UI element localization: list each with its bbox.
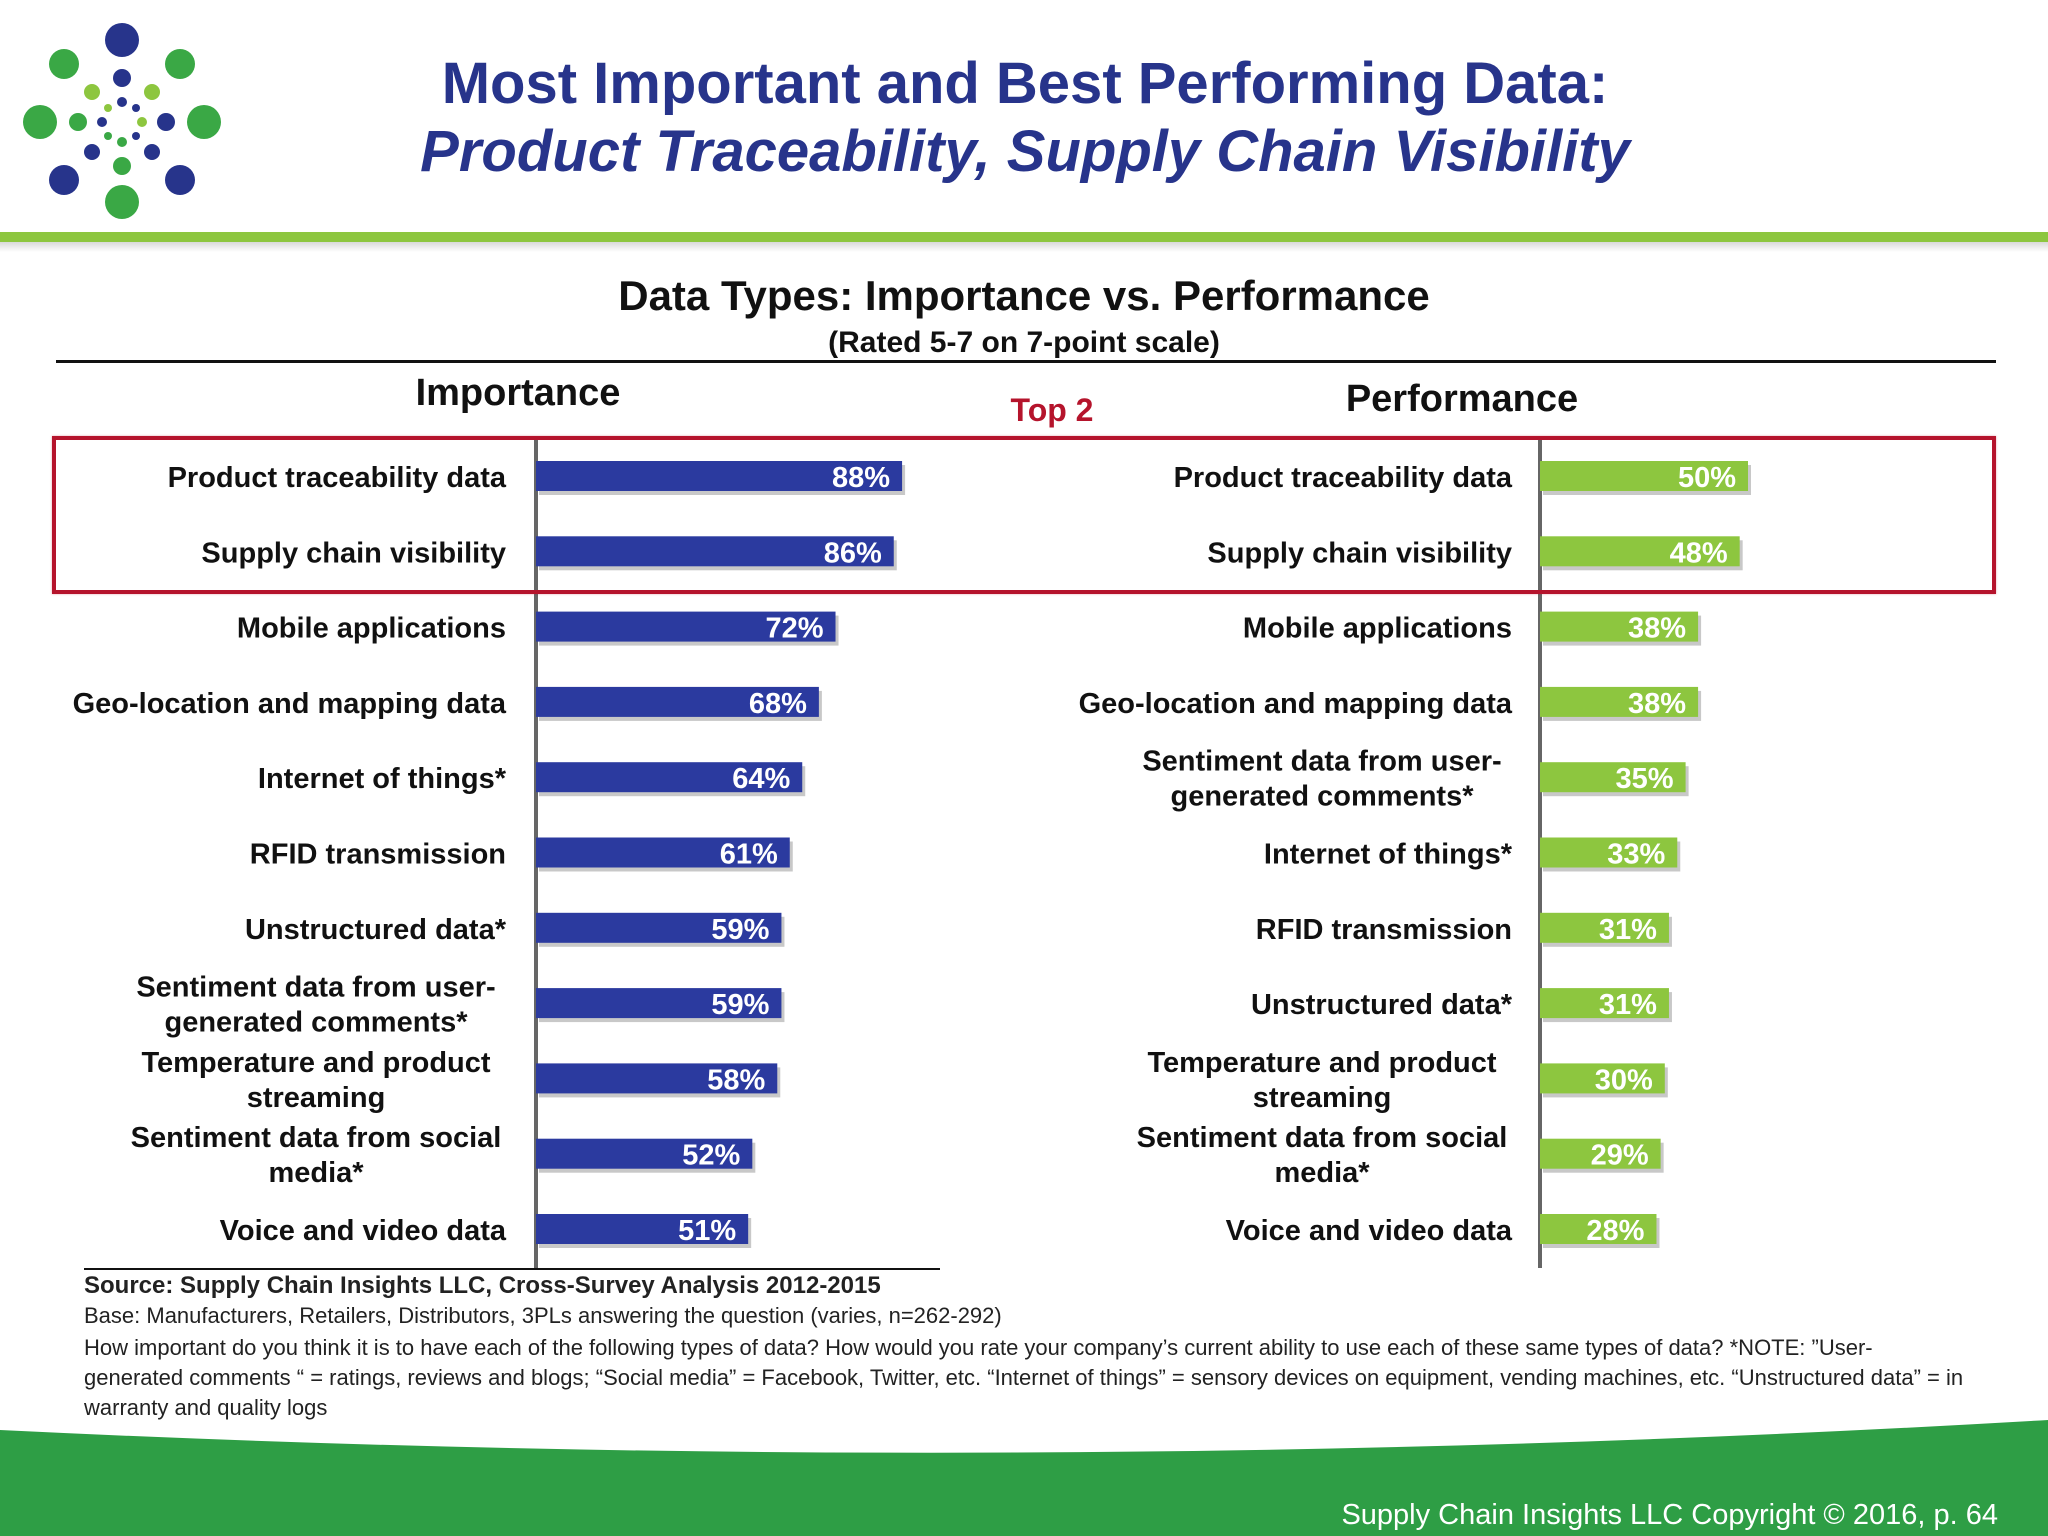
survey-note: How important do you think it is to have… — [84, 1335, 1964, 1420]
performance-value-label: 38% — [1628, 613, 1686, 645]
performance-category-label: Internet of things* — [1264, 839, 1513, 871]
source-rule — [84, 1268, 940, 1270]
copyright-text: Supply Chain Insights LLC Copyright © 20… — [1341, 1499, 1998, 1531]
top2-label: Top 2 — [1010, 392, 1094, 428]
importance-value-label: 51% — [678, 1215, 736, 1247]
importance-bar — [536, 762, 803, 793]
performance-value-label: 33% — [1607, 839, 1665, 871]
performance-category-label: Mobile applications — [1243, 613, 1512, 645]
importance-bar — [536, 1063, 778, 1094]
performance-category-label: streaming — [1253, 1082, 1392, 1114]
header-band — [0, 232, 2048, 242]
performance-category-label: Supply chain visibility — [1207, 537, 1512, 569]
importance-category-label: media* — [268, 1157, 364, 1189]
performance-bar — [1540, 912, 1669, 943]
importance-category-label: Voice and video data — [220, 1215, 507, 1247]
performance-category-label: Voice and video data — [1226, 1215, 1513, 1247]
performance-heading: Performance — [1345, 378, 1579, 420]
importance-category-label: generated comments* — [165, 1007, 469, 1039]
performance-value-label: 48% — [1670, 537, 1728, 569]
importance-category-label: Geo-location and mapping data — [73, 688, 507, 720]
base-line: Base: Manufacturers, Retailers, Distribu… — [84, 1303, 1002, 1328]
bar-chart: 88% Product traceability data 86% Supply ch… — [73, 436, 1751, 1268]
performance-bar — [1540, 611, 1699, 642]
performance-bar — [1540, 1063, 1665, 1094]
source-line: Source: Supply Chain Insights LLC, Cross… — [84, 1272, 881, 1299]
importance-bar — [536, 988, 782, 1019]
performance-value-label: 28% — [1586, 1215, 1644, 1247]
importance-value-label: 64% — [732, 763, 790, 795]
importance-bar — [536, 912, 782, 943]
performance-value-label: 29% — [1591, 1140, 1649, 1172]
performance-category-label: RFID transmission — [1256, 914, 1512, 946]
performance-category-label: Product traceability data — [1174, 462, 1513, 494]
importance-bar — [536, 611, 836, 642]
performance-bar — [1540, 837, 1678, 868]
importance-category-label: Temperature and product — [141, 1047, 490, 1079]
performance-category-label: media* — [1274, 1157, 1370, 1189]
importance-category-label: Product traceability data — [168, 462, 507, 494]
importance-bar — [536, 536, 894, 567]
importance-value-label: 59% — [711, 914, 769, 946]
importance-bar — [536, 686, 819, 717]
importance-category-label: Internet of things* — [258, 763, 507, 795]
importance-value-label: 59% — [711, 989, 769, 1021]
performance-bar — [1540, 988, 1669, 1019]
importance-value-label: 86% — [824, 537, 882, 569]
importance-category-label: Mobile applications — [237, 613, 506, 645]
importance-category-label: Sentiment data from social — [131, 1122, 502, 1154]
importance-bar — [536, 837, 790, 868]
performance-category-label: Sentiment data from social — [1137, 1122, 1508, 1154]
chart-title: Data Types: Importance vs. Performance — [618, 272, 1430, 319]
importance-value-label: 61% — [720, 839, 778, 871]
importance-value-label: 52% — [682, 1140, 740, 1172]
performance-value-label: 38% — [1628, 688, 1686, 720]
performance-category-label: Geo-location and mapping data — [1079, 688, 1513, 720]
importance-bar — [536, 461, 903, 491]
performance-value-label: 50% — [1678, 462, 1736, 494]
performance-value-label: 30% — [1595, 1064, 1653, 1096]
performance-value-label: 31% — [1599, 989, 1657, 1021]
top2-highlight-box — [52, 436, 1996, 594]
importance-value-label: 72% — [765, 613, 823, 645]
importance-bar — [536, 1214, 749, 1244]
performance-bar — [1540, 536, 1740, 567]
performance-category-label: Unstructured data* — [1251, 989, 1513, 1021]
importance-value-label: 68% — [749, 688, 807, 720]
importance-category-label: RFID transmission — [250, 839, 506, 871]
importance-category-label: Supply chain visibility — [201, 537, 506, 569]
chart-top-rule — [56, 360, 1996, 363]
importance-category-label: Unstructured data* — [245, 914, 507, 946]
importance-category-label: Sentiment data from user- — [136, 972, 495, 1004]
importance-bar — [536, 1138, 753, 1169]
performance-bar — [1540, 762, 1686, 793]
performance-category-label: Temperature and product — [1147, 1047, 1496, 1079]
header-shadow — [0, 242, 2048, 252]
importance-category-label: streaming — [247, 1082, 386, 1114]
performance-bar — [1540, 461, 1748, 491]
importance-value-label: 88% — [832, 462, 890, 494]
footer-band — [0, 1420, 2048, 1536]
performance-category-label: Sentiment data from user- — [1142, 746, 1501, 778]
chart-subtitle: (Rated 5-7 on 7-point scale) — [828, 326, 1220, 359]
company-logo — [23, 23, 221, 219]
performance-value-label: 35% — [1616, 763, 1674, 795]
slide-subtitle: Product Traceability, Supply Chain Visib… — [420, 119, 1630, 184]
performance-category-label: generated comments* — [1171, 781, 1475, 813]
performance-value-label: 31% — [1599, 914, 1657, 946]
importance-value-label: 58% — [707, 1064, 765, 1096]
importance-heading: Importance — [415, 372, 621, 414]
performance-bar — [1540, 1214, 1657, 1244]
performance-bar — [1540, 686, 1699, 717]
performance-bar — [1540, 1138, 1661, 1169]
slide-title: Most Important and Best Performing Data: — [441, 51, 1609, 116]
